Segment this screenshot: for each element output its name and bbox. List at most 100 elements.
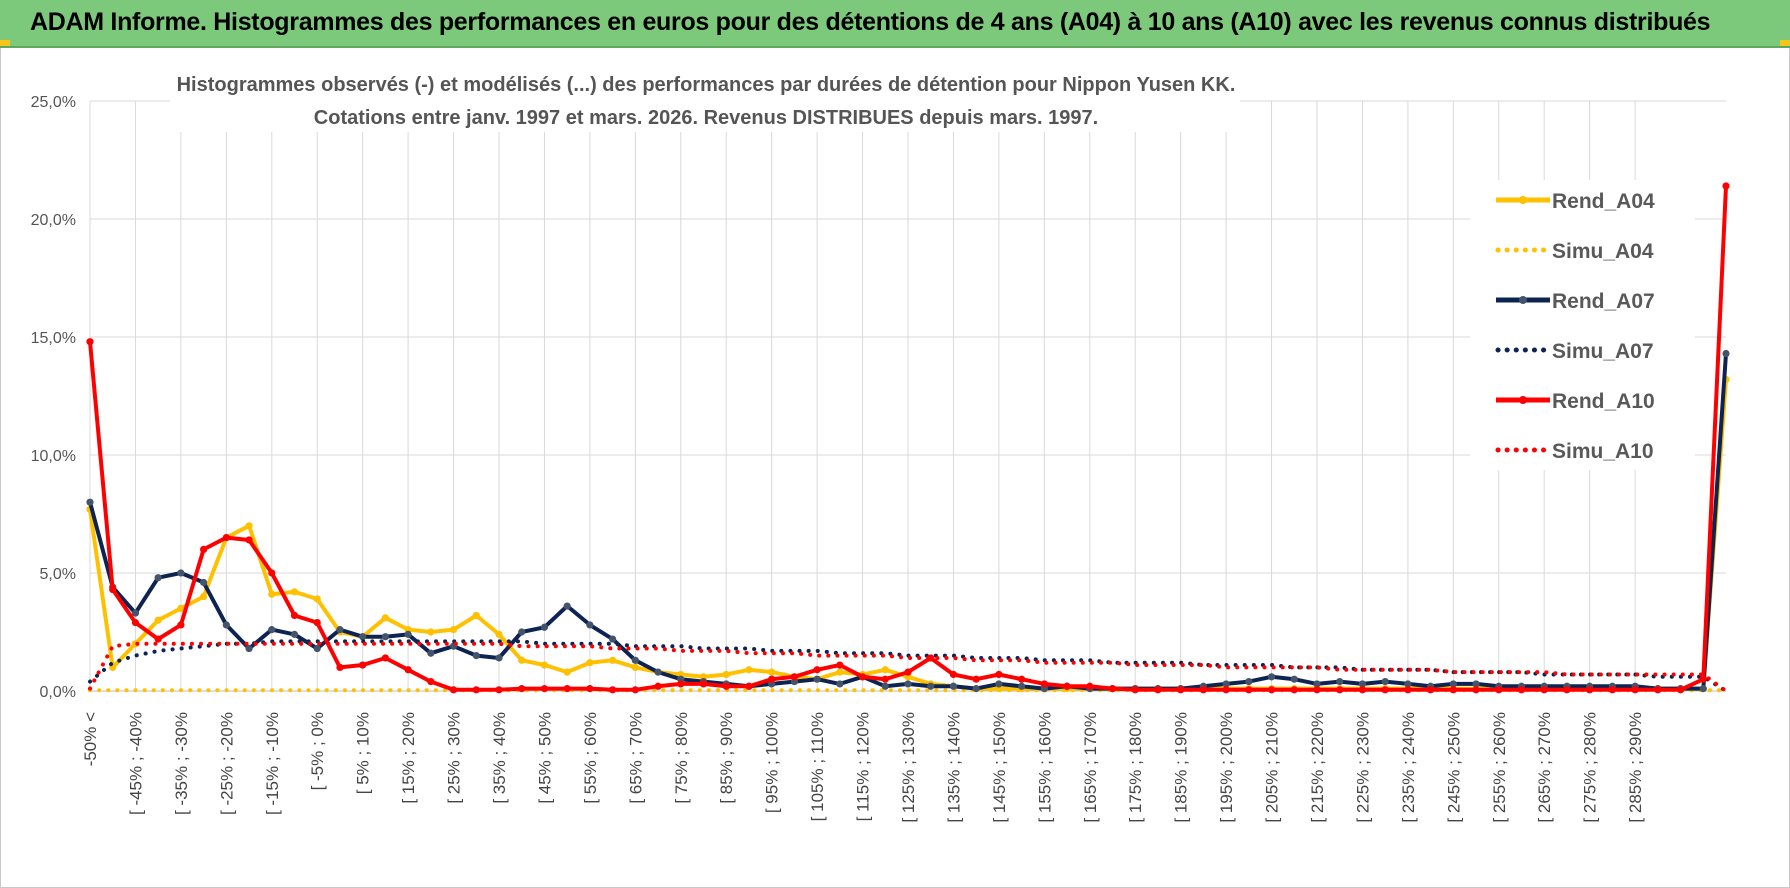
data-point-rend-a07: [1472, 680, 1480, 688]
data-point-rend-a10: [1018, 675, 1026, 683]
data-point-rend-a07: [1222, 680, 1230, 688]
x-tick-label: [ 215% ; 220%: [1308, 712, 1327, 823]
data-point-rend-a10: [427, 677, 435, 686]
data-point-rend-a07: [1381, 677, 1389, 686]
data-point-rend-a07: [404, 630, 412, 638]
data-point-rend-a04: [381, 614, 389, 622]
data-point-rend-a10: [1427, 686, 1435, 694]
x-tick-label: [ -25% ; -20%: [217, 712, 236, 815]
x-tick-label: [ 25% ; 30%: [445, 712, 464, 804]
data-point-rend-a10: [245, 536, 253, 544]
data-point-rend-a04: [609, 656, 617, 664]
x-tick-label: [ 115% ; 120%: [854, 712, 873, 821]
x-tick-label: [ 185% ; 190%: [1172, 712, 1191, 823]
x-tick-label: [ 145% ; 150%: [990, 712, 1009, 823]
data-point-rend-a10: [1472, 686, 1480, 694]
x-tick-label: [ 275% ; 280%: [1581, 712, 1600, 823]
data-point-rend-a10: [722, 682, 730, 690]
data-point-rend-a07: [200, 578, 208, 587]
y-tick-label: 20,0%: [31, 212, 76, 229]
data-point-rend-a07: [1404, 680, 1412, 688]
series-line-simu-a07: [88, 639, 1728, 693]
data-point-rend-a10: [1563, 686, 1571, 694]
data-point-rend-a04: [427, 628, 435, 636]
x-tick-label: [ 235% ; 240%: [1399, 712, 1418, 823]
x-tick-label: [ 65% ; 70%: [626, 712, 645, 804]
data-point-rend-a07: [836, 680, 844, 688]
corner-mark-left: [0, 40, 10, 46]
data-point-rend-a07: [1358, 680, 1367, 688]
data-point-rend-a10: [768, 675, 776, 683]
data-point-rend-a10: [540, 685, 549, 693]
data-point-rend-a10: [1063, 682, 1071, 690]
data-point-rend-a07: [813, 675, 821, 683]
x-tick-label: [ 45% ; 50%: [535, 712, 554, 804]
data-point-rend-a10: [404, 666, 412, 674]
x-tick-label: [ 95% ; 100%: [763, 712, 782, 813]
series-lines: [86, 182, 1730, 694]
data-point-rend-a10: [995, 670, 1003, 679]
data-point-rend-a07: [1449, 680, 1457, 688]
data-point-rend-a04: [540, 661, 549, 669]
data-point-rend-a10: [677, 680, 685, 688]
x-tick-label: [ 85% ; 90%: [717, 712, 736, 804]
data-point-rend-a10: [200, 545, 208, 554]
data-point-rend-a10: [222, 534, 230, 542]
data-point-rend-a04: [586, 659, 594, 667]
page-title: ADAM Informe. Histogrammes des performan…: [30, 8, 1711, 36]
legend-marker-rend-a10: [1519, 396, 1527, 404]
x-tick-label: [ 205% ; 210%: [1263, 712, 1282, 823]
data-point-rend-a07: [381, 633, 389, 641]
data-point-rend-a10: [1517, 686, 1526, 694]
data-point-rend-a10: [1040, 680, 1048, 688]
data-point-rend-a10: [1290, 686, 1298, 694]
data-point-rend-a07: [359, 633, 367, 641]
x-tick-label: -50% <: [81, 712, 100, 766]
data-point-rend-a10: [1131, 686, 1139, 694]
data-point-rend-a10: [699, 680, 708, 688]
data-point-rend-a10: [1449, 686, 1457, 694]
x-tick-label: [ 175% ; 180%: [1126, 712, 1145, 823]
x-tick-label: [ 155% ; 160%: [1035, 712, 1054, 823]
data-point-rend-a07: [1699, 685, 1707, 693]
data-point-rend-a04: [631, 663, 639, 672]
data-point-rend-a10: [1722, 182, 1730, 190]
data-point-rend-a07: [1336, 677, 1344, 686]
data-point-rend-a04: [881, 666, 889, 674]
data-point-rend-a10: [1631, 686, 1639, 694]
data-point-rend-a10: [1404, 686, 1412, 694]
data-point-rend-a10: [609, 686, 617, 694]
data-point-rend-a10: [904, 668, 912, 676]
data-point-rend-a10: [109, 585, 117, 594]
data-point-rend-a10: [949, 670, 958, 679]
chart-title: Histogrammes observés (-) et modélisés (…: [170, 66, 1240, 132]
data-point-rend-a04: [768, 668, 776, 676]
data-point-rend-a10: [1358, 686, 1367, 694]
data-point-rend-a07: [631, 656, 639, 664]
data-point-rend-a07: [1245, 677, 1253, 686]
legend-background: [1470, 180, 1695, 470]
legend-label-simu-a10: Simu_A10: [1552, 440, 1654, 463]
data-point-rend-a10: [518, 685, 526, 693]
legend-label-simu-a04: Simu_A04: [1552, 240, 1654, 263]
data-point-rend-a07: [563, 602, 571, 610]
data-point-rend-a07: [86, 498, 94, 506]
data-point-rend-a10: [586, 685, 594, 693]
x-axis-ticks: -50% < [ -45% ; -40% [ -35% ; -30% [ -25% ;…: [81, 712, 1645, 823]
x-tick-label: [ 245% ; 250%: [1444, 712, 1463, 823]
data-point-rend-a04: [177, 604, 185, 613]
data-point-rend-a07: [154, 574, 162, 582]
y-tick-label: 25,0%: [31, 94, 76, 111]
data-point-rend-a10: [381, 654, 389, 662]
corner-mark-right: [1780, 40, 1790, 46]
x-tick-label: [ 255% ; 260%: [1490, 712, 1509, 823]
data-point-rend-a10: [881, 675, 889, 683]
data-point-rend-a10: [1608, 686, 1616, 694]
data-point-rend-a10: [858, 673, 867, 681]
data-point-rend-a10: [1313, 686, 1321, 694]
data-point-rend-a04: [200, 593, 208, 601]
data-point-rend-a04: [745, 666, 753, 674]
data-point-rend-a10: [1267, 686, 1276, 694]
x-tick-label: [ 135% ; 140%: [944, 712, 963, 823]
